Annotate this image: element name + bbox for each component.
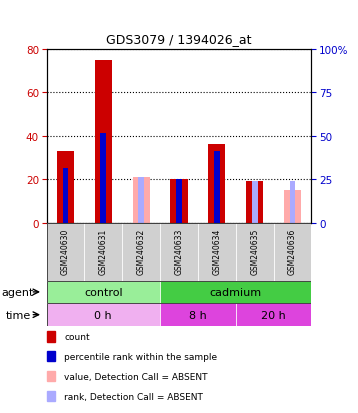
Text: value, Detection Call = ABSENT: value, Detection Call = ABSENT <box>64 372 208 381</box>
Bar <box>208 145 226 223</box>
Text: agent: agent <box>2 287 34 297</box>
Text: cadmium: cadmium <box>210 287 262 297</box>
Text: GSM240631: GSM240631 <box>99 228 108 274</box>
Bar <box>236 223 274 281</box>
Text: GSM240630: GSM240630 <box>61 228 70 274</box>
Bar <box>198 223 236 281</box>
Text: GSM240635: GSM240635 <box>250 228 259 274</box>
Bar <box>252 182 257 223</box>
Bar <box>138 178 144 223</box>
Text: GDS3079 / 1394026_at: GDS3079 / 1394026_at <box>106 33 252 46</box>
Text: 20 h: 20 h <box>261 310 286 320</box>
Bar <box>160 223 198 281</box>
Bar <box>101 134 106 223</box>
Bar <box>47 281 160 304</box>
Bar <box>236 304 311 326</box>
Text: GSM240636: GSM240636 <box>288 228 297 274</box>
Bar <box>214 152 220 223</box>
Text: percentile rank within the sample: percentile rank within the sample <box>64 352 218 361</box>
Bar <box>160 304 236 326</box>
Bar <box>132 178 150 223</box>
Text: GSM240632: GSM240632 <box>137 228 146 274</box>
Bar <box>246 182 263 223</box>
Bar <box>170 180 188 223</box>
Bar <box>122 223 160 281</box>
Text: time: time <box>5 310 31 320</box>
Bar <box>160 281 311 304</box>
Bar <box>290 182 295 223</box>
Text: count: count <box>64 332 90 341</box>
Bar <box>95 60 112 223</box>
Text: GSM240634: GSM240634 <box>212 228 221 274</box>
Bar <box>57 152 74 223</box>
Bar <box>274 223 311 281</box>
Text: 8 h: 8 h <box>189 310 207 320</box>
Bar <box>84 223 122 281</box>
Text: rank, Detection Call = ABSENT: rank, Detection Call = ABSENT <box>64 392 203 401</box>
Bar <box>252 182 257 223</box>
Bar <box>47 304 160 326</box>
Text: GSM240633: GSM240633 <box>174 228 184 274</box>
Text: control: control <box>84 287 123 297</box>
Bar <box>284 190 301 223</box>
Bar <box>63 169 68 223</box>
Text: 0 h: 0 h <box>95 310 112 320</box>
Bar <box>176 180 182 223</box>
Bar <box>47 223 84 281</box>
